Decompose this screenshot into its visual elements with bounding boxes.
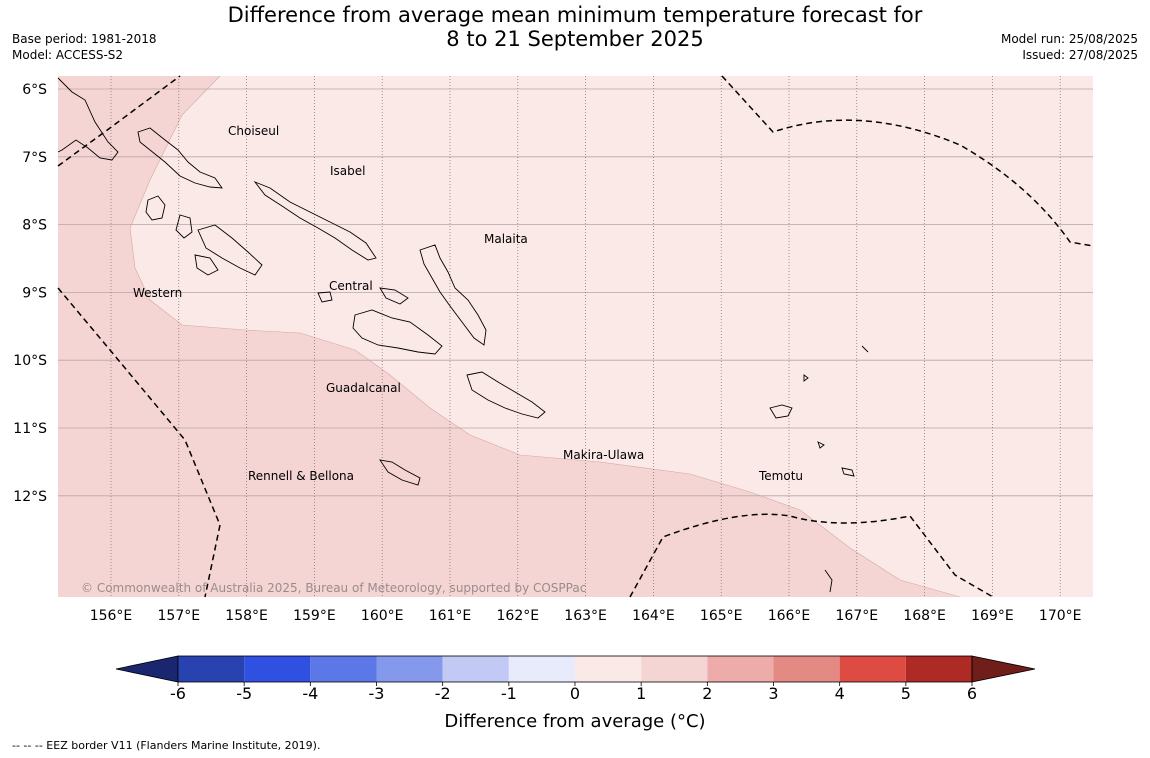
eez-border-west-upper — [57, 75, 181, 167]
map-area — [58, 75, 1093, 598]
lon-tick-label: 160°E — [361, 608, 404, 624]
region-label-isabel: Isabel — [330, 164, 365, 178]
island-makira — [466, 371, 546, 419]
map-title: Difference from average mean minimum tem… — [0, 3, 1150, 51]
colorbar-segment — [575, 656, 642, 682]
region-label-western: Western — [133, 286, 182, 300]
colorbar-segment — [641, 656, 708, 682]
colorbar-segment — [773, 656, 840, 682]
colorbar-tick-label: -6 — [170, 684, 186, 703]
island-small-east — [803, 345, 869, 593]
lat-tick-label: 8°S — [22, 218, 47, 234]
island-malaita — [419, 244, 487, 346]
colorbar-segment — [508, 656, 575, 682]
island-ndende — [769, 404, 793, 419]
island-isabel — [253, 180, 377, 261]
colorbar-segment — [442, 656, 509, 682]
colorbar-segment — [839, 656, 906, 682]
model-run-date: Model run: 25/08/2025 — [1000, 32, 1138, 46]
region-label-rennell-bellona: Rennell & Bellona — [248, 469, 354, 483]
model-info: Base period: 1981-2018 Model: ACCESS-S2 — [12, 31, 157, 63]
colorbar-tick-label: 1 — [636, 684, 646, 703]
colorbar-tick-label: -2 — [435, 684, 451, 703]
colorbar-tick-label: 3 — [768, 684, 778, 703]
region-label-temotu: Temotu — [758, 469, 803, 483]
copyright-notice: © Commonwealth of Australia 2025, Bureau… — [81, 581, 586, 595]
lat-tick-label: 6°S — [22, 82, 47, 98]
colorbar-tick-label: -4 — [302, 684, 318, 703]
colorbar-segment — [310, 656, 377, 682]
issued-date: Issued: 27/08/2025 — [1022, 48, 1138, 62]
lat-tick-label: 11°S — [13, 421, 47, 437]
lat-tick-label: 9°S — [22, 285, 47, 301]
island-vella-lavella — [145, 195, 166, 221]
lon-tick-label: 157°E — [158, 608, 201, 624]
colorbar: -6 -5 -4 -3 -2 -1 0 1 2 3 4 5 6 — [115, 655, 1036, 703]
island-choiseul — [137, 127, 223, 189]
colorbar-segment — [244, 656, 311, 682]
colorbar-tick-label: 4 — [835, 684, 845, 703]
lat-tick-label: 12°S — [13, 489, 47, 505]
coastlines — [57, 77, 869, 593]
colorbar-extend-high — [971, 655, 1036, 683]
lon-tick-label: 166°E — [768, 608, 811, 624]
region-label-guadalcanal: Guadalcanal — [326, 381, 401, 395]
island-rennell — [379, 459, 421, 486]
island-new-georgia — [175, 214, 263, 276]
colorbar-tick-label: -1 — [501, 684, 517, 703]
lat-tick-label: 7°S — [22, 150, 47, 166]
lon-tick-label: 170°E — [1039, 608, 1082, 624]
island-rendova — [194, 254, 219, 276]
lon-tick-label: 164°E — [632, 608, 675, 624]
title-line-1: Difference from average mean minimum tem… — [227, 3, 923, 27]
region-label-choiseul: Choiseul — [228, 124, 279, 138]
island-florida — [317, 287, 409, 305]
lon-tick-label: 159°E — [293, 608, 336, 624]
lon-tick-label: 168°E — [903, 608, 946, 624]
colorbar-tick-label: -5 — [236, 684, 252, 703]
region-label-makira-ulawa: Makira-Ulawa — [563, 448, 644, 462]
lat-tick-label: 10°S — [13, 353, 47, 369]
lon-tick-label: 156°E — [90, 608, 133, 624]
colorbar-tick-label: 0 — [570, 684, 580, 703]
eez-border-south-east — [629, 513, 994, 598]
colorbar-segment — [707, 656, 774, 682]
graticule — [58, 76, 1093, 597]
longitude-axis: 156°E 157°E 158°E 159°E 160°E 161°E 162°E 163°E… — [90, 608, 1082, 624]
colorbar-segment — [376, 656, 443, 682]
base-period: Base period: 1981-2018 — [12, 32, 157, 46]
colorbar-segment — [178, 656, 245, 682]
colorbar-tick-label: -3 — [369, 684, 385, 703]
colorbar-extend-low — [115, 655, 179, 683]
title-line-2: 8 to 21 September 2025 — [446, 27, 704, 51]
lon-tick-label: 169°E — [971, 608, 1014, 624]
region-label-malaita: Malaita — [484, 232, 528, 246]
colorbar-label: Difference from average (°C) — [444, 711, 705, 732]
eez-borders — [57, 75, 1094, 598]
island-bougainville — [57, 77, 119, 161]
zone-zero-to-one — [130, 76, 1093, 597]
eez-border-west-lower — [57, 287, 221, 598]
island-guadalcanal — [352, 309, 443, 355]
lon-tick-label: 165°E — [700, 608, 743, 624]
region-label-central: Central — [329, 279, 373, 293]
eez-note: -- -- -- EEZ border V11 (Flanders Marine… — [12, 739, 321, 752]
zone-boundary — [129, 75, 961, 598]
lon-tick-label: 162°E — [497, 608, 540, 624]
latitude-axis: 6°S 7°S 8°S 9°S 10°S 11°S 12°S — [13, 82, 47, 505]
run-info: Model run: 25/08/2025 Issued: 27/08/2025 — [1001, 31, 1138, 63]
eez-border-north-east — [721, 75, 1094, 247]
lon-tick-label: 163°E — [564, 608, 607, 624]
colorbar-segment — [905, 656, 972, 682]
region-labels: Choiseul Isabel Malaita Central Western … — [133, 124, 803, 483]
island-utupua — [817, 441, 855, 477]
colorbar-tick-label: 5 — [901, 684, 911, 703]
lon-tick-label: 167°E — [836, 608, 879, 624]
lon-tick-label: 161°E — [429, 608, 472, 624]
lon-tick-label: 158°E — [225, 608, 268, 624]
colorbar-tick-label: 6 — [967, 684, 977, 703]
colorbar-tick-label: 2 — [702, 684, 712, 703]
model-name: Model: ACCESS-S2 — [12, 48, 124, 62]
